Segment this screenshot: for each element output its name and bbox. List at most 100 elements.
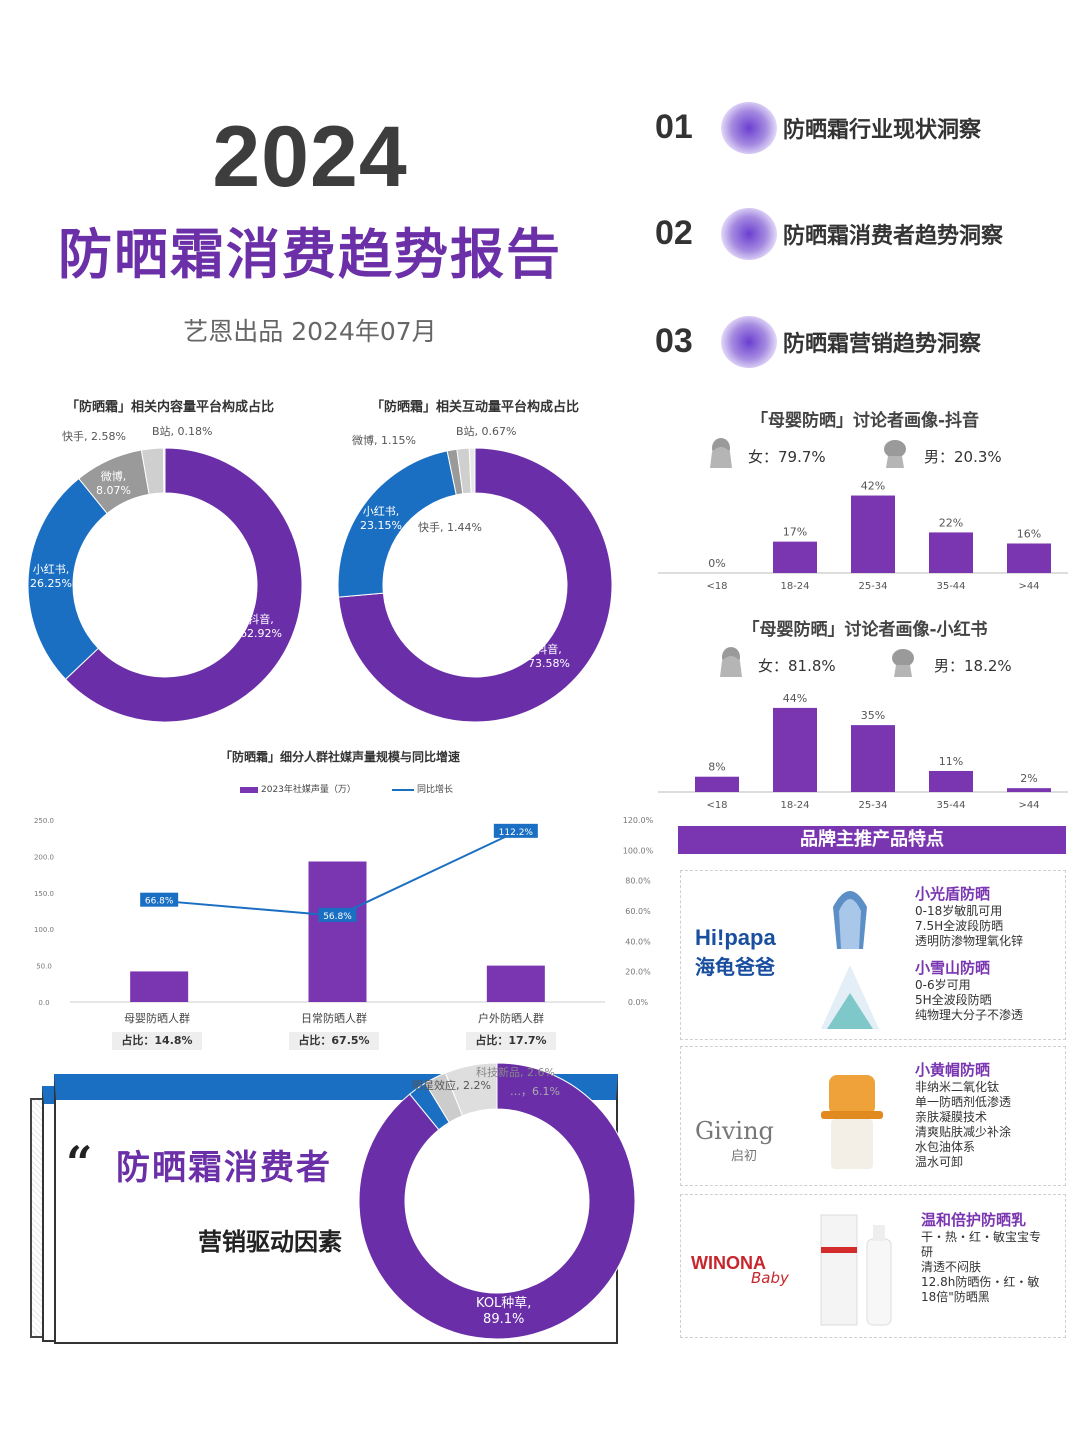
blurred-icon — [721, 208, 777, 260]
growth-label-bg — [493, 823, 538, 838]
label-kol: KOL种草, 89.1% — [476, 1296, 532, 1327]
bar-value-label: 17% — [783, 526, 807, 539]
donut-content-chart — [27, 447, 303, 723]
growth-label: 56.8% — [323, 912, 352, 922]
product-image-winona — [820, 1214, 892, 1326]
label-weibo: 微博, 8.07% — [96, 470, 131, 497]
bar-value-label: 11% — [939, 755, 963, 768]
donut-slice-KOL种草 — [358, 1062, 636, 1340]
age-chart-xiaohongshu: 8% <18 44% 18-24 35% 25-34 11% 35-44 2% >44 — [658, 692, 1068, 811]
bar->44 — [1007, 788, 1051, 792]
quote-title: 防晒霜消费者 — [116, 1148, 332, 1188]
quote-subtitle: 营销驱动因素 — [198, 1228, 342, 1256]
male-icon — [892, 649, 914, 677]
bar-35-44 — [929, 532, 973, 573]
y-left-tick: 200.0 — [34, 853, 54, 861]
bar-18-24 — [773, 707, 817, 792]
growth-label: 112.2% — [499, 828, 534, 838]
growth-label-bg — [140, 892, 179, 907]
donut-slice-B站 — [162, 447, 166, 494]
product-feature: 12.8h防晒伤・红・敏 — [921, 1275, 1040, 1289]
report-byline: 艺恩出品 2024年07月 — [183, 317, 437, 346]
legend-volume-label: 2023年社媒声量（万） — [261, 785, 356, 795]
bar-<18 — [695, 776, 739, 792]
bar->44 — [1007, 543, 1051, 573]
product-feature: 单一防晒剂低渗透 — [915, 1095, 1012, 1109]
donut-content-title: 「防晒霜」相关内容量平台构成占比 — [65, 400, 274, 415]
tick-label: >44 — [1018, 800, 1039, 811]
product-feature: 温水可卸 — [915, 1155, 964, 1169]
bar-value-label: 0% — [708, 557, 725, 570]
label-star-effect: 明星效应, 2.2% — [412, 1079, 491, 1092]
brand-logo-winona: WINONA — [691, 1253, 766, 1273]
share-tag: 占比：67.5% — [289, 1032, 379, 1050]
product-feature: 纯物理大分子不渗透 — [915, 1008, 1024, 1022]
product-name: 小雪山防晒 — [915, 959, 991, 977]
segment-chart-title: 「防晒霜」细分人群社媒声量规模与同比增速 — [219, 750, 460, 764]
brand-logo-winona-baby: Baby — [751, 1269, 789, 1287]
bar-25-34 — [851, 495, 895, 573]
female-icon — [720, 647, 742, 677]
brand-logo-giving-cn: 启初 — [731, 1149, 758, 1164]
bar-value-label: 8% — [708, 761, 725, 774]
blurred-icon — [721, 102, 777, 154]
driver-donut-chart — [358, 1062, 636, 1340]
category-label: 日常防晒人群 — [301, 1012, 367, 1025]
bar-value-label: 44% — [783, 692, 807, 705]
segment-combo-chart: 250.0 200.0 150.0 100.0 50.0 0.0 120.0% 100.0% 8… — [34, 816, 654, 1007]
product-image-xiaoguangdun — [833, 891, 867, 949]
age-chart-douyin: 0% <18 17% 18-24 42% 25-34 22% 35-44 16% >44 — [658, 480, 1068, 592]
bar-value-label: 16% — [1017, 527, 1041, 540]
y-right-tick: 20.0% — [625, 968, 651, 977]
volume-bar — [486, 965, 545, 1002]
legend-volume: 2023年社媒声量（万） — [240, 782, 356, 795]
toc-label: 防晒霜行业现状洞察 — [783, 118, 982, 143]
y-left-tick: 0.0 — [38, 999, 49, 1007]
share-tag: 占比：17.7% — [466, 1032, 556, 1050]
product-feature: 非纳米二氧化钛 — [915, 1080, 1000, 1094]
brand-logo-hipapa: Hi!papa — [695, 925, 776, 950]
tick-label: 25-34 — [858, 800, 887, 811]
product-feature: 研 — [921, 1245, 934, 1259]
tick-label: 35-44 — [936, 800, 965, 811]
persona-xhs-title: 「母婴防晒」讨论者画像-小红书 — [660, 615, 1070, 640]
tick-label: 18-24 — [780, 581, 809, 592]
volume-bar — [308, 861, 367, 1002]
legend-growth-label: 同比增长 — [417, 785, 454, 795]
toc-number: 02 — [655, 214, 693, 252]
product-name: 温和倍护防晒乳 — [921, 1211, 1027, 1229]
persona-xhs-title-text: 「母婴防晒」讨论者画像-小红书 — [742, 620, 988, 640]
brand-card-giving: Giving 启初 小黄帽防晒 非纳米二氧化钛 单一防晒剂低渗透 亲肤凝膜技术 … — [680, 1046, 1066, 1186]
tick-label: <18 — [706, 800, 727, 811]
female-share: 女：79.7% — [748, 448, 826, 466]
persona-douyin-title: 「母婴防晒」讨论者画像-抖音 — [660, 406, 1070, 431]
persona-douyin-title-text: 「母婴防晒」讨论者画像-抖音 — [750, 411, 980, 431]
donut-interaction-title: 「防晒霜」相关互动量平台构成占比 — [370, 400, 579, 415]
male-icon — [884, 440, 906, 468]
label-xiaohongshu: 小红书, 23.15% — [360, 505, 402, 532]
tick-label: 25-34 — [858, 581, 887, 592]
toc-label: 防晒霜营销趋势洞察 — [783, 332, 982, 357]
report-year: 2024 — [212, 109, 408, 205]
female-icon — [710, 438, 732, 468]
label-weibo: 微博, 1.15% — [352, 434, 416, 447]
product-feature: 7.5H全波段防晒 — [915, 919, 1004, 933]
donut-interaction-chart — [337, 447, 613, 723]
product-feature: 0-6岁可用 — [915, 978, 971, 992]
category-label: 母婴防晒人群 — [124, 1012, 190, 1025]
product-feature: 18倍"防晒黑 — [921, 1290, 990, 1304]
product-feature: 亲肤凝膜技术 — [915, 1110, 988, 1124]
product-name: 小光盾防晒 — [915, 885, 991, 903]
product-feature: 清透不闷肤 — [921, 1260, 982, 1274]
y-right-tick: 100.0% — [623, 846, 654, 855]
toc-item-3: 03 防晒霜营销趋势洞察 — [655, 314, 1075, 374]
y-right-tick: 0.0% — [628, 998, 649, 1007]
blurred-icon — [721, 316, 777, 368]
label-bilibili: B站, 0.18% — [152, 425, 213, 438]
y-left-tick: 50.0 — [36, 963, 52, 971]
tick-label: <18 — [706, 581, 727, 592]
label-bilibili: B站, 0.67% — [456, 425, 517, 438]
label-other: …，6.1% — [510, 1085, 560, 1098]
label-douyin: 抖音, 73.58% — [528, 643, 570, 670]
toc-item-2: 02 防晒霜消费者趋势洞察 — [655, 206, 1075, 266]
